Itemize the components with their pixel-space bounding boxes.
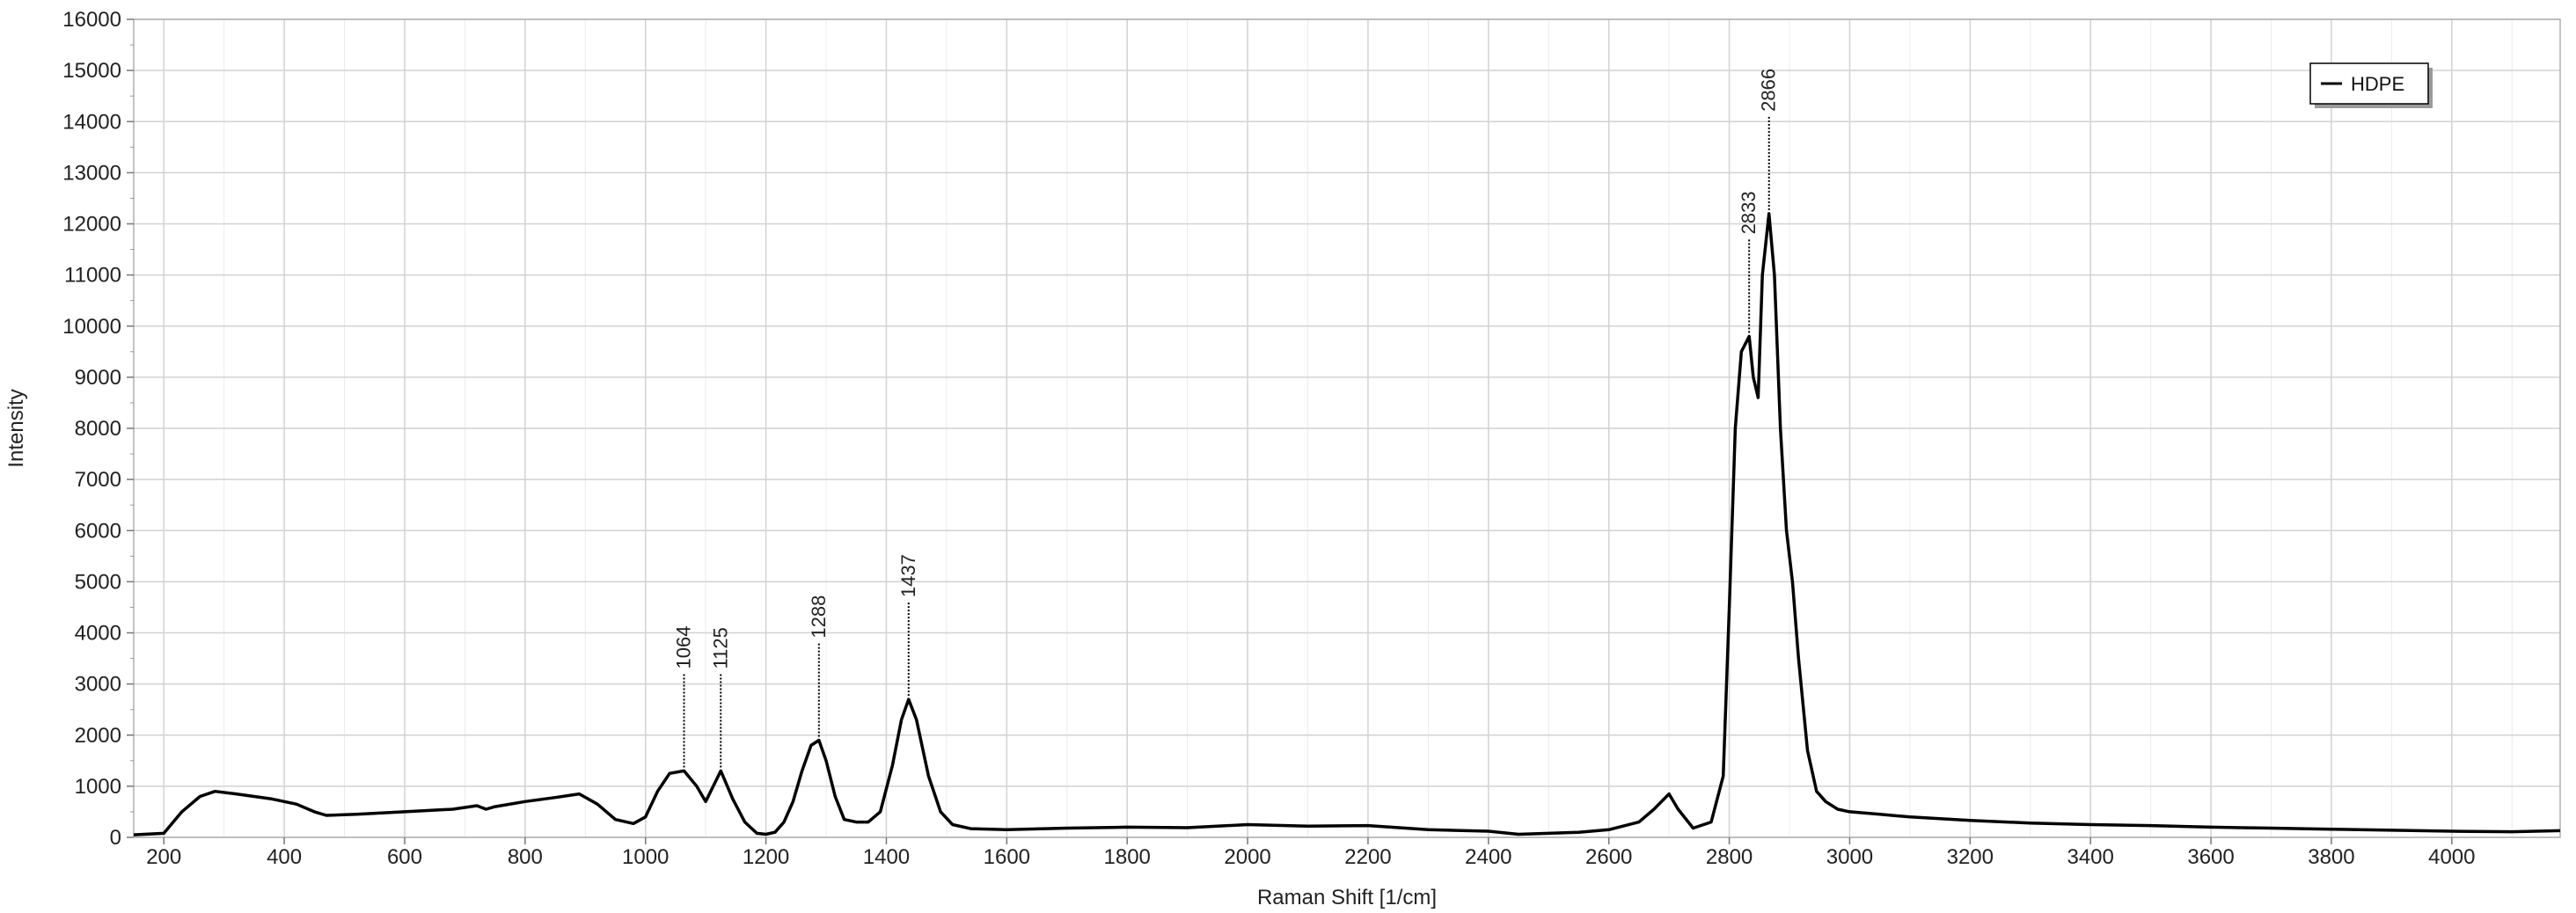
series-layer [133, 212, 2561, 836]
x-tick-label: 1400 [863, 845, 910, 869]
x-tick-label: 1200 [743, 845, 789, 869]
x-tick-label: 2800 [1706, 845, 1753, 869]
y-tick-label: 13000 [62, 161, 121, 185]
x-axis-title: Raman Shift [1/cm] [1257, 886, 1437, 909]
grid-lines [134, 18, 2560, 838]
x-tick-label: 400 [267, 845, 302, 869]
x-tick-label: 3800 [2308, 845, 2354, 869]
y-tick-label: 2000 [75, 724, 121, 748]
x-tick-label: 2200 [1344, 845, 1391, 869]
peak-label: 1288 [808, 595, 830, 639]
x-tick-label: 200 [146, 845, 181, 869]
x-tick-label: 2000 [1224, 845, 1270, 869]
y-tick-label: 0 [110, 826, 121, 850]
y-tick-label: 3000 [75, 673, 121, 697]
x-tick-label: 800 [508, 845, 543, 869]
x-tick-label: 3200 [1947, 845, 1994, 869]
legend-label-hdpe: HDPE [2351, 73, 2404, 95]
legend: HDPE [2309, 62, 2433, 108]
peak-label: 1437 [897, 554, 919, 597]
peak-label: 1125 [709, 627, 731, 668]
peak-label: 1064 [673, 625, 695, 668]
x-tick-label: 3000 [1826, 845, 1873, 869]
y-tick-label: 10000 [62, 315, 121, 339]
peak-labels: 1064 1125 1288 1437 2833 2866 [673, 69, 1780, 768]
x-tick-label: 600 [387, 845, 422, 869]
y-tick-label: 14000 [62, 110, 121, 134]
x-tick-label: 1600 [984, 845, 1030, 869]
y-tick-label: 16000 [62, 8, 121, 32]
series-line-hdpe [133, 212, 2561, 836]
y-tick-label: 4000 [75, 622, 121, 646]
peak-label: 2833 [1738, 191, 1760, 234]
y-tick-label: 1000 [75, 775, 121, 799]
peak-label: 2866 [1758, 69, 1780, 112]
y-tick-label: 9000 [75, 366, 121, 390]
y-tick-label: 6000 [75, 519, 121, 543]
x-tick-label: 2400 [1465, 845, 1511, 869]
x-tick-label: 3600 [2187, 845, 2234, 869]
y-tick-label: 15000 [62, 59, 121, 83]
legend-box [2309, 62, 2429, 105]
y-tick-label: 5000 [75, 570, 121, 594]
x-tick-label: 2600 [1585, 845, 1632, 869]
y-tick-label: 11000 [64, 264, 121, 288]
y-tick-label: 12000 [62, 213, 121, 237]
x-tick-label: 1800 [1104, 845, 1151, 869]
x-tick-label: 4000 [2428, 845, 2475, 869]
y-tick-label: 8000 [75, 417, 121, 441]
x-tick-label: 1000 [622, 845, 669, 869]
axes: 200 400 600 800 1000 1200 1400 1600 1800 2000 2200… [62, 8, 2475, 869]
y-axis-title: Intensity [4, 389, 28, 467]
x-tick-label: 3400 [2067, 845, 2113, 869]
y-tick-label: 7000 [75, 468, 121, 492]
